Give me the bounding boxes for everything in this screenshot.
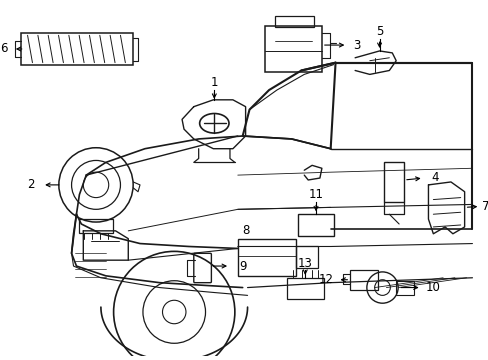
Text: 3: 3: [353, 39, 360, 51]
Text: 5: 5: [375, 25, 383, 38]
Text: 11: 11: [308, 188, 323, 201]
Text: 9: 9: [239, 260, 246, 273]
Text: 4: 4: [431, 171, 438, 184]
Text: 2: 2: [27, 179, 34, 192]
Text: 1: 1: [210, 76, 218, 89]
Text: 13: 13: [297, 257, 312, 270]
Text: 12: 12: [318, 273, 333, 286]
Text: 7: 7: [481, 200, 488, 213]
Text: 6: 6: [0, 42, 8, 55]
Text: 10: 10: [425, 281, 440, 294]
Text: 8: 8: [242, 224, 249, 237]
